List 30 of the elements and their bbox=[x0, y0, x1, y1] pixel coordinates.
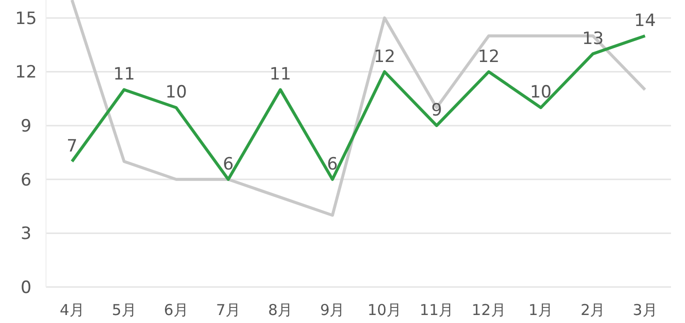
x-tick-label: 11月 bbox=[420, 301, 454, 319]
x-tick-label: 7月 bbox=[216, 301, 241, 319]
data-label: 10 bbox=[530, 82, 552, 103]
y-tick-label: 12 bbox=[15, 62, 37, 83]
y-tick-label: 3 bbox=[20, 224, 32, 244]
data-label: 11 bbox=[113, 64, 135, 85]
x-tick-label: 10月 bbox=[368, 301, 402, 319]
x-tick-label: 12月 bbox=[472, 301, 506, 319]
y-tick-label: 15 bbox=[15, 8, 37, 29]
x-tick-label: 6月 bbox=[164, 301, 188, 319]
data-label: 12 bbox=[374, 46, 396, 67]
x-tick-label: 5月 bbox=[112, 301, 136, 319]
data-label: 9 bbox=[431, 100, 442, 121]
data-label: 12 bbox=[478, 46, 500, 67]
y-tick-label: 6 bbox=[20, 170, 32, 190]
data-label: 14 bbox=[634, 10, 656, 31]
data-label: 6 bbox=[327, 154, 338, 174]
y-tick-label: 0 bbox=[20, 278, 32, 298]
x-tick-label: 8月 bbox=[268, 301, 293, 319]
data-label: 7 bbox=[66, 136, 78, 156]
x-tick-label: 9月 bbox=[320, 301, 345, 319]
data-label: 10 bbox=[165, 82, 187, 103]
x-tick-label: 4月 bbox=[60, 301, 84, 319]
x-tick-label: 3月 bbox=[632, 301, 658, 319]
data-label: 11 bbox=[270, 64, 292, 85]
data-label: 13 bbox=[582, 28, 604, 49]
x-tick-label: 2月 bbox=[580, 301, 606, 319]
data-label: 6 bbox=[222, 154, 234, 174]
x-tick-label: 1月 bbox=[528, 301, 554, 319]
y-tick-label: 9 bbox=[20, 116, 32, 137]
